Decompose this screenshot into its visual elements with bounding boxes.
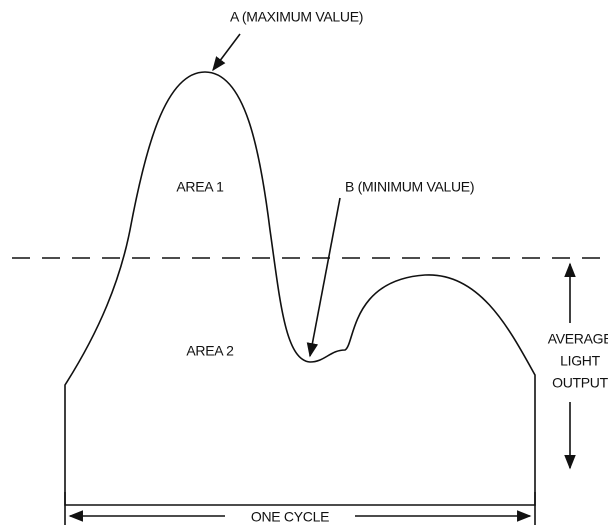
max-arrow	[212, 33, 241, 72]
max-label: A (MAXIMUM VALUE)	[230, 9, 363, 25]
waveform	[64, 71, 536, 506]
avg-label: LIGHT	[560, 353, 600, 369]
min-label: B (MINIMUM VALUE)	[345, 179, 474, 195]
avg-label: OUTPUT	[552, 375, 608, 391]
area2-label: AREA 2	[186, 343, 234, 359]
cycle-label: ONE CYCLE	[251, 509, 329, 525]
avg-label: AVERAGE	[548, 331, 608, 347]
area1-label: AREA 1	[176, 179, 224, 195]
min-arrow	[306, 197, 341, 358]
